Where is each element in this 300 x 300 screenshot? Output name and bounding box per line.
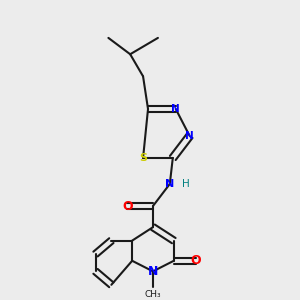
Text: N: N <box>165 179 174 189</box>
Text: N: N <box>171 104 180 114</box>
Text: S: S <box>139 153 147 163</box>
Text: CH₃: CH₃ <box>145 290 161 298</box>
Text: O: O <box>190 254 201 267</box>
Text: N: N <box>185 131 194 141</box>
Text: N: N <box>148 265 158 278</box>
Text: O: O <box>122 200 133 212</box>
Text: H: H <box>182 179 190 189</box>
